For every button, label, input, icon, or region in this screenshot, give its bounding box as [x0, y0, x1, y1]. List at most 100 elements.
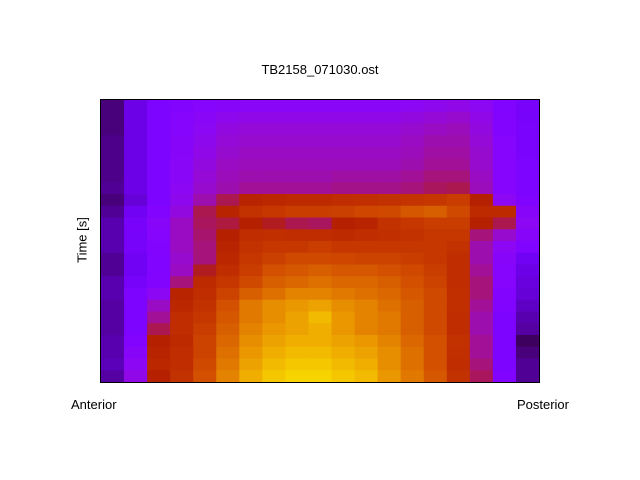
- heatmap-cell: [239, 241, 263, 254]
- heatmap-cell: [216, 358, 240, 371]
- heatmap-cell: [147, 135, 171, 148]
- heatmap-cell: [147, 123, 171, 136]
- heatmap-cell: [170, 123, 194, 136]
- heatmap-cell: [193, 335, 217, 348]
- heatmap-cell: [101, 111, 125, 125]
- heatmap-cell: [216, 299, 240, 313]
- heatmap-cell: [193, 346, 217, 360]
- heatmap-cell: [285, 135, 310, 148]
- heatmap-cell: [354, 111, 379, 125]
- heatmap-cell: [354, 370, 379, 383]
- heatmap-cell: [377, 135, 402, 148]
- heatmap-cell: [216, 111, 240, 125]
- heatmap-cell: [239, 158, 263, 172]
- heatmap-cell: [446, 323, 471, 336]
- heatmap-cell: [469, 323, 494, 336]
- heatmap-cell: [377, 335, 402, 348]
- heatmap-cell: [170, 135, 194, 148]
- heatmap-cell: [308, 323, 333, 336]
- heatmap-cell: [308, 229, 333, 242]
- heatmap-cell: [469, 217, 494, 230]
- heatmap-cell: [147, 346, 171, 360]
- heatmap-cell: [101, 123, 125, 136]
- heatmap-cell: [262, 111, 287, 125]
- heatmap-cell: [492, 358, 517, 371]
- heatmap-cell: [216, 123, 240, 136]
- heatmap-cell: [423, 194, 448, 207]
- heatmap-cell: [193, 241, 217, 254]
- heatmap-cell: [101, 241, 125, 254]
- heatmap-cell: [492, 111, 517, 125]
- heatmap-cell: [308, 158, 333, 172]
- heatmap-cell: [492, 276, 517, 289]
- heatmap-cell: [377, 346, 402, 360]
- heatmap-cell: [446, 158, 471, 172]
- heatmap-cell: [400, 100, 425, 113]
- heatmap-cell: [239, 288, 263, 301]
- heatmap-cell: [469, 288, 494, 301]
- heatmap-cell: [262, 323, 287, 336]
- heatmap-cell: [147, 182, 171, 195]
- heatmap-cell: [216, 182, 240, 195]
- heatmap-cell: [423, 311, 448, 324]
- heatmap-cell: [331, 323, 356, 336]
- heatmap-cell: [331, 288, 356, 301]
- heatmap-cell: [515, 147, 540, 160]
- heatmap-cell: [515, 229, 540, 242]
- heatmap-cell: [446, 182, 471, 195]
- heatmap-cell: [239, 194, 263, 207]
- heatmap-cell: [400, 205, 425, 219]
- heatmap-cell: [469, 252, 494, 266]
- heatmap-cell: [262, 311, 287, 324]
- heatmap-cell: [239, 370, 263, 383]
- heatmap-cell: [469, 335, 494, 348]
- heatmap-cell: [423, 370, 448, 383]
- heatmap-cell: [193, 229, 217, 242]
- heatmap-cell: [469, 241, 494, 254]
- heatmap-cell: [515, 182, 540, 195]
- heatmap-cell: [492, 264, 517, 277]
- heatmap-cell: [193, 288, 217, 301]
- heatmap-cell: [216, 288, 240, 301]
- heatmap-cell: [308, 194, 333, 207]
- heatmap-cell: [239, 264, 263, 277]
- heatmap-cell: [515, 194, 540, 207]
- heatmap-cell: [446, 264, 471, 277]
- heatmap-cell: [147, 358, 171, 371]
- heatmap-cell: [423, 358, 448, 371]
- heatmap-cell: [469, 299, 494, 313]
- heatmap-cell: [239, 299, 263, 313]
- heatmap-cell: [101, 288, 125, 301]
- heatmap-cell: [124, 276, 148, 289]
- heatmap-cell: [262, 252, 287, 266]
- heatmap-cell: [101, 370, 125, 383]
- heatmap-cell: [262, 358, 287, 371]
- heatmap-cell: [239, 205, 263, 219]
- heatmap-cell: [377, 288, 402, 301]
- heatmap-cell: [400, 323, 425, 336]
- heatmap-cell: [515, 335, 540, 348]
- heatmap-cell: [239, 147, 263, 160]
- heatmap-cell: [147, 205, 171, 219]
- heatmap-cell: [239, 182, 263, 195]
- heatmap-cell: [101, 311, 125, 324]
- heatmap-cell: [285, 370, 310, 383]
- heatmap-cell: [400, 123, 425, 136]
- heatmap-cell: [308, 217, 333, 230]
- heatmap-cell: [262, 335, 287, 348]
- heatmap-cell: [193, 158, 217, 172]
- heatmap-cell: [170, 205, 194, 219]
- heatmap-cell: [400, 229, 425, 242]
- heatmap-cell: [308, 147, 333, 160]
- heatmap-cell: [515, 111, 540, 125]
- heatmap-cell: [377, 111, 402, 125]
- heatmap-cell: [170, 299, 194, 313]
- heatmap-cell: [400, 170, 425, 183]
- heatmap-cell: [469, 194, 494, 207]
- heatmap-cell: [308, 123, 333, 136]
- heatmap-cell: [193, 170, 217, 183]
- heatmap-cell: [331, 358, 356, 371]
- heatmap-cell: [285, 217, 310, 230]
- heatmap-cell: [492, 135, 517, 148]
- heatmap-cell: [147, 288, 171, 301]
